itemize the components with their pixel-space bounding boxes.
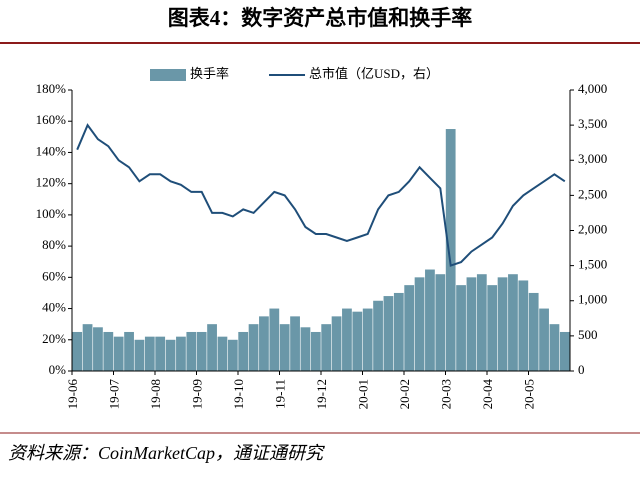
bar [176,336,186,371]
y-tick-label: 0% [49,362,67,377]
bar [113,336,124,371]
bar [435,274,446,371]
bar [404,285,415,371]
bar [290,316,300,371]
x-tick-label: 19-08 [148,379,163,409]
bar [134,339,145,371]
source: 资料来源：CoinMarketCap，通证通研究 [8,443,325,463]
y-tick-label: 20% [42,331,66,346]
bar [466,277,477,371]
bar [186,331,197,371]
legend-label: 换手率 [190,66,229,81]
x-tick-label: 19-11 [272,379,287,409]
line [76,123,566,267]
x-tick-label: 19-09 [189,379,204,409]
bar [559,331,570,371]
bar [362,308,373,371]
bar [300,327,311,371]
y-tick-label: 180% [36,81,67,96]
bar [414,277,425,371]
bar [279,324,290,371]
bar [528,292,539,371]
bar [103,331,114,371]
bar [207,324,217,371]
x-tick-label: 20-05 [521,379,536,409]
y2-tick-label: 4,000 [578,81,607,96]
bar [165,339,176,371]
y-tick-label: 80% [42,237,66,252]
bar [518,280,529,371]
bar [217,336,228,371]
y-tick-label: 100% [36,206,67,221]
bar [310,331,321,371]
y2-tick-label: 2,000 [578,221,607,236]
y-tick-label: 120% [36,175,67,190]
bar [373,300,383,371]
x-tick-label: 19-06 [65,379,80,410]
x-tick-label: 20-04 [480,379,495,410]
bar [227,339,238,371]
bar [238,331,249,371]
bar [549,324,560,371]
bar [321,324,332,371]
bar [425,269,435,371]
bar [487,285,498,371]
x-tick-label: 20-01 [355,379,370,409]
y2-tick-label: 1,000 [578,292,607,307]
bar [155,336,166,371]
y-tick-label: 40% [42,300,66,315]
bar [539,308,549,371]
bar [508,274,518,371]
bar [269,308,280,371]
x-tick-label: 19-07 [106,379,121,410]
y2-tick-label: 2,500 [578,186,607,201]
bar [248,324,259,371]
bar [352,311,363,371]
bar [196,331,207,371]
y-tick-label: 140% [36,143,67,158]
y2-tick-label: 3,000 [578,151,607,166]
x-tick-label: 20-02 [397,379,412,409]
bar [456,285,466,371]
bar [383,296,394,371]
bar [72,331,83,371]
bar [476,274,487,371]
bar [144,336,155,371]
chart-title: 图表4：数字资产总市值和换手率 [168,6,473,30]
bar [93,327,103,371]
bar [393,292,404,371]
y-tick-label: 160% [36,112,67,127]
x-tick-label: 20-03 [438,379,453,409]
bar [124,331,134,371]
legend-swatch [150,69,186,81]
bar [497,277,508,371]
x-tick-label: 19-10 [231,379,246,409]
y2-tick-label: 500 [578,327,598,342]
bar [259,316,269,371]
bar [342,308,352,371]
bar [331,316,342,371]
y-tick-label: 60% [42,268,66,283]
bar [445,129,456,371]
y2-tick-label: 1,500 [578,257,607,272]
y2-tick-label: 0 [578,362,585,377]
legend-label: 总市值（亿USD，右） [309,66,439,81]
x-tick-label: 19-12 [314,379,329,409]
bar [82,324,93,371]
y2-tick-label: 3,500 [578,116,607,131]
